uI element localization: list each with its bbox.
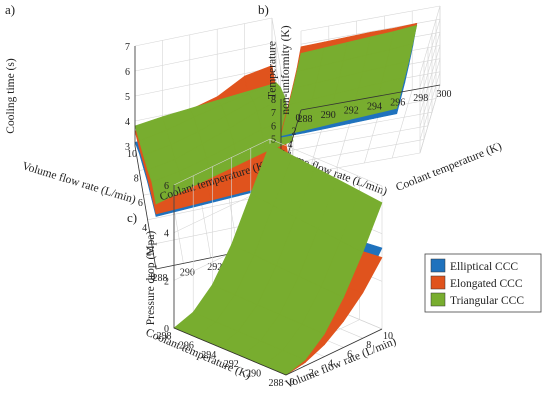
surface-triangular — [173, 143, 383, 376]
floor-grid-line — [292, 111, 433, 138]
legend-label-triangular: Triangular CCC — [450, 295, 524, 307]
x-tick-label: 6 — [347, 349, 352, 360]
z-axis-label: Cooling time (s) — [5, 58, 17, 134]
y-tick-label: 292 — [224, 359, 239, 370]
surface-patch — [373, 92, 402, 115]
y-tick-label: 290 — [180, 267, 195, 278]
z-tick-label: 2 — [164, 276, 169, 287]
x-axis-line — [285, 328, 383, 376]
x-tick-label: 2 — [309, 368, 314, 379]
y-tick-label: 294 — [201, 350, 216, 361]
wall-grid-line — [419, 5, 441, 75]
x-tick-label: 10 — [127, 149, 137, 160]
legend: Elliptical CCC Elongated CCC Triangular … — [424, 253, 542, 313]
wall-grid-line — [134, 42, 273, 72]
legend-swatch-elliptical — [430, 258, 446, 273]
surface-patch — [250, 143, 293, 206]
z-tick-label: 7 — [271, 108, 276, 119]
x-tick-label: 4 — [288, 140, 293, 151]
wall-grid-line — [269, 138, 383, 187]
y-tick-label: 292 — [207, 262, 222, 273]
surface-patch — [244, 82, 277, 94]
y-tick-label: 296 — [390, 97, 405, 108]
panel-label: c) — [127, 210, 137, 225]
wall-grid-line — [419, 58, 441, 127]
x-tick-label: 2 — [146, 247, 151, 258]
z-tick-label: 6 — [164, 181, 169, 192]
y-tick-label: 288 — [269, 378, 284, 389]
z-tick-label: 5 — [271, 135, 276, 146]
y-tick-label: 300 — [437, 89, 452, 100]
y-axis-line — [300, 84, 441, 111]
wall-grid-line — [419, 45, 441, 114]
floor-grid-line — [288, 125, 429, 152]
wall-grid-line — [173, 138, 271, 186]
wall-grid-line — [419, 71, 441, 140]
y-tick-label: 290 — [321, 110, 336, 121]
x-tick-label: 4 — [142, 223, 147, 234]
z-axis-label: Temperaturenon-uniformity (K) — [267, 25, 292, 114]
y-axis-label: Coolant temperature (K) — [394, 140, 503, 194]
x-tick-label: 4 — [328, 359, 333, 370]
x-axis-line — [134, 145, 157, 270]
y-tick-label: 292 — [344, 106, 359, 117]
surface-triangular — [280, 24, 418, 137]
wall-grid-line — [134, 17, 273, 47]
z-tick-label: 3 — [125, 142, 130, 153]
x-tick-label: 0 — [296, 113, 301, 124]
x-tick-label: 10 — [383, 331, 393, 342]
y-tick-label: 296 — [179, 340, 194, 351]
y-tick-label: 294 — [367, 102, 382, 113]
x-tick-label: 2 — [292, 127, 297, 138]
panel-label: b) — [258, 2, 269, 17]
x-tick-label: 8 — [134, 174, 139, 185]
floor-grid-line — [284, 139, 425, 165]
legend-label-elongated: Elongated CCC — [450, 278, 523, 290]
z-axis-label: Pressure drop (Mpa) — [145, 231, 157, 326]
legend-swatch-elongated — [430, 275, 446, 290]
surface-triangular — [134, 82, 294, 205]
legend-swatch-triangular — [430, 292, 446, 307]
z-tick-label: 6 — [125, 67, 130, 78]
floor-grid-line — [391, 89, 413, 159]
x-tick-label: 0 — [290, 377, 295, 388]
y-axis-line — [173, 327, 287, 376]
x-tick-label: 0 — [151, 272, 156, 283]
y-tick-label: 290 — [246, 369, 261, 380]
x-tick-label: 8 — [366, 340, 371, 351]
z-tick-label: 6 — [271, 121, 276, 132]
wall-edge — [419, 84, 441, 154]
z-tick-label: 8 — [271, 95, 276, 106]
z-tick-label: 4 — [125, 117, 130, 128]
panel-b: 02468102882902922942962983002345678Volum… — [258, 2, 504, 198]
y-tick-label: 298 — [413, 93, 428, 104]
z-tick-label: 4 — [164, 229, 169, 240]
legend-label-elliptical: Elliptical CCC — [450, 261, 518, 273]
z-tick-label: 5 — [125, 92, 130, 103]
wall-grid-line — [419, 32, 441, 101]
panel-label: a) — [5, 2, 15, 17]
y-tick-label: 298 — [157, 331, 172, 342]
panel-a: 024681028829029229429629834567Volume flo… — [5, 2, 305, 284]
y-tick-label: 288 — [153, 273, 168, 284]
wall-grid-line — [419, 19, 441, 88]
y-tick-label: 288 — [298, 114, 313, 125]
x-axis-label: Volume flow rate (L/min) — [21, 160, 138, 206]
wall-grid-line — [134, 67, 273, 97]
z-tick-label: 7 — [125, 42, 130, 53]
z-tick-label: 0 — [164, 324, 169, 335]
x-tick-label: 6 — [138, 198, 143, 209]
wall-grid-line — [300, 5, 441, 32]
